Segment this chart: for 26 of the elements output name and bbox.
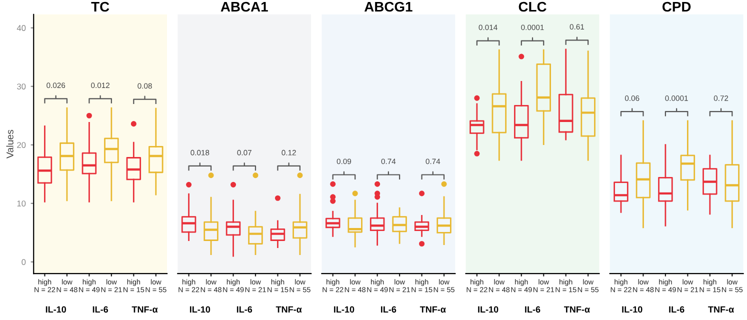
y-axis-title: Values: [6, 130, 14, 158]
text: IL-6: [236, 306, 252, 313]
text: IL-6: [525, 306, 540, 313]
text: IL-10: [622, 306, 642, 313]
text: IL-10: [478, 306, 498, 313]
y-tick-label: 20: [17, 142, 26, 148]
text: IL-10: [334, 306, 354, 313]
chart-title: ABCG1: [364, 2, 412, 12]
text: TNF-α: [420, 306, 446, 313]
text: IL-6: [92, 306, 108, 313]
chart-title: ABCA1: [220, 2, 268, 12]
text: TNF-α: [132, 306, 158, 313]
text: IL-6: [669, 306, 684, 313]
text: TNF-α: [564, 306, 590, 313]
text: IL-10: [190, 306, 210, 313]
y-tick-label: 40: [16, 25, 26, 31]
chart-title: TC: [91, 2, 110, 12]
chart-title: CLC: [518, 2, 546, 12]
y-tick-label: 0: [22, 259, 26, 265]
y-tick-label: 10: [17, 200, 26, 206]
text: TNF-α: [708, 306, 734, 313]
chart-title: CPD: [662, 2, 691, 12]
text: IL-6: [381, 306, 396, 313]
y-tick-label: 30: [17, 84, 26, 90]
text: IL-10: [46, 306, 66, 313]
text: TNF-α: [276, 306, 302, 313]
